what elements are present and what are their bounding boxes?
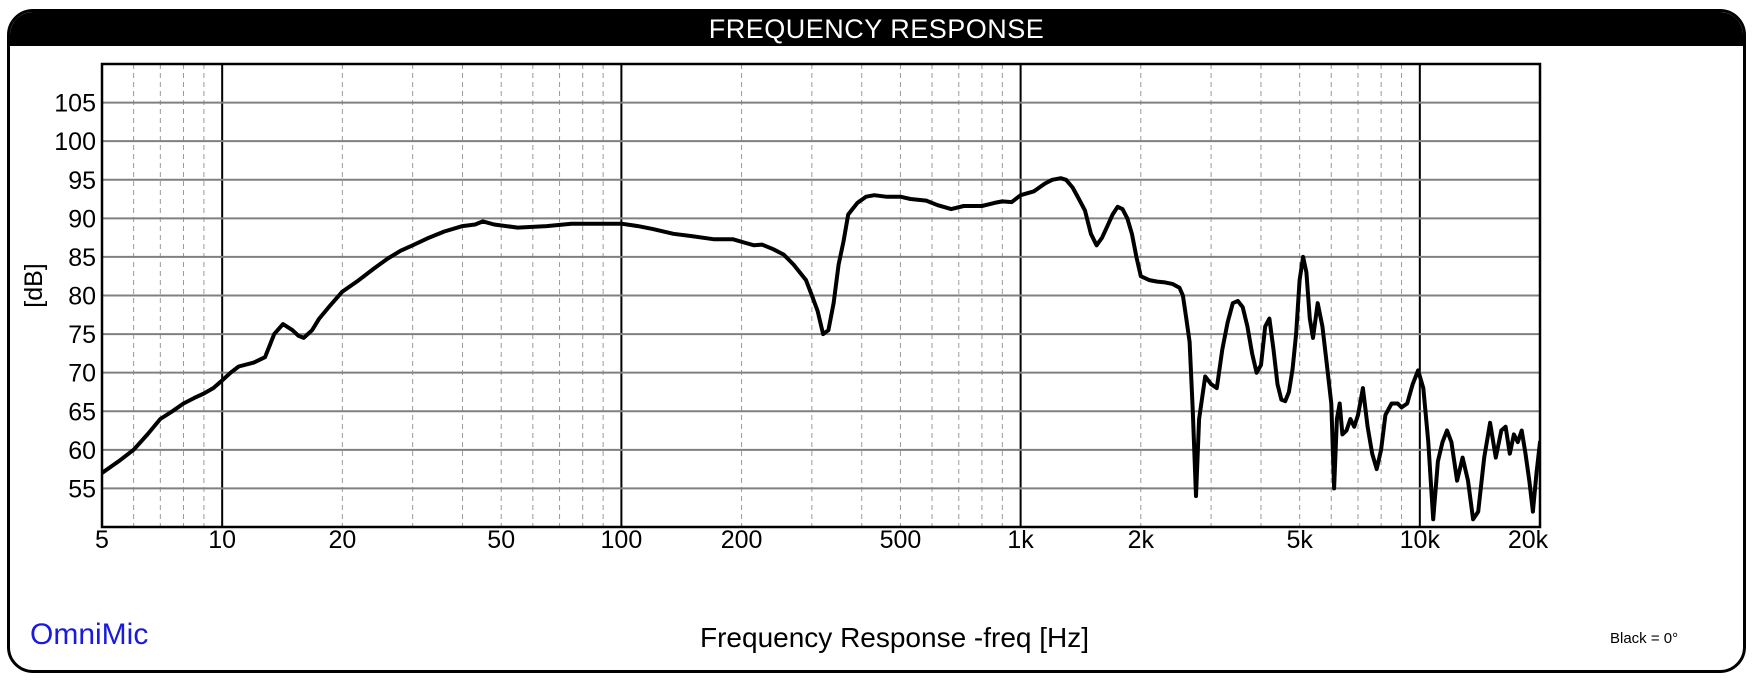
x-tick-label: 10 (208, 526, 236, 554)
x-tick-label: 200 (721, 526, 763, 554)
major-grid (102, 64, 1540, 527)
series-group (102, 176, 1540, 522)
x-tick-label: 5 (95, 526, 109, 554)
series-line (102, 176, 1540, 522)
y-tick-label: 65 (68, 398, 96, 426)
curve-note: Black = 0° (1610, 630, 1679, 647)
y-tick-label: 75 (68, 321, 96, 349)
x-tick-label: 1k (1007, 526, 1034, 554)
y-tick-label: 90 (68, 205, 96, 233)
y-tick-label: 85 (68, 244, 96, 272)
y-tick-labels: 55 60 65 70 75 80 85 90 95 100 105 (54, 90, 96, 504)
x-tick-labels: 5 10 20 50 100 200 500 1k 2k 5k 10k 20k (95, 526, 1549, 554)
x-tick-label: 100 (601, 526, 643, 554)
chart-frame: FREQUENCY RESPONSE (7, 9, 1746, 673)
y-tick-label: 60 (68, 437, 96, 465)
y-tick-label: 80 (68, 283, 96, 311)
y-tick-label: 100 (54, 128, 96, 156)
x-tick-label: 50 (487, 526, 515, 554)
y-tick-label: 70 (68, 360, 96, 388)
y-tick-label: 55 (68, 475, 96, 503)
x-tick-label: 500 (880, 526, 922, 554)
chart-title: FREQUENCY RESPONSE (10, 12, 1743, 46)
x-tick-label: 20 (328, 526, 356, 554)
y-tick-label: 95 (68, 167, 96, 195)
plot-border (100, 62, 1542, 529)
x-tick-label: 20k (1508, 526, 1549, 554)
y-tick-label: 105 (54, 90, 96, 118)
x-axis-label: Frequency Response -freq [Hz] (700, 622, 1090, 653)
x-tick-label: 5k (1286, 526, 1313, 554)
brand-logo-text: OmniMic (30, 618, 149, 651)
x-tick-label: 2k (1128, 526, 1155, 554)
x-tick-label: 10k (1400, 526, 1441, 554)
y-axis-label: [dB] (20, 263, 48, 307)
